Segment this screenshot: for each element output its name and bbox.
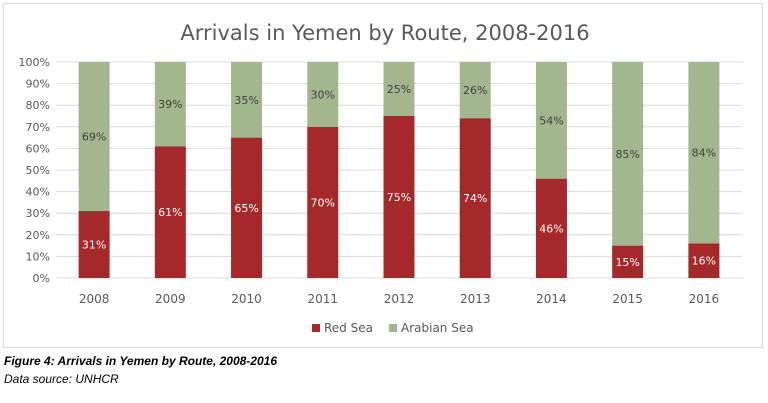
y-tick-label: 20% xyxy=(26,229,50,242)
x-tick-label: 2014 xyxy=(536,292,567,306)
legend-item-arabian-sea: Arabian Sea xyxy=(389,321,474,335)
chart-frame: Arrivals in Yemen by Route, 2008-2016 0%… xyxy=(3,3,763,348)
bar-red-sea-2016 xyxy=(688,243,720,278)
data-label-arabian-sea-2014: 54% xyxy=(539,114,563,127)
bar-red-sea-2014 xyxy=(535,178,567,278)
bar-red-sea-2012 xyxy=(383,116,415,278)
x-tick-label: 2013 xyxy=(460,292,491,306)
data-label-red-sea-2008: 31% xyxy=(82,239,106,252)
bar-arabian-sea-2011 xyxy=(307,62,339,127)
y-tick-label: 60% xyxy=(26,142,50,155)
bar-red-sea-2010 xyxy=(231,137,263,278)
x-tick-label: 2016 xyxy=(689,292,720,306)
bar-arabian-sea-2013 xyxy=(459,62,491,119)
y-tick-label: 30% xyxy=(26,207,50,220)
bar-arabian-sea-2015 xyxy=(612,62,644,246)
y-tick-label: 100% xyxy=(19,56,50,69)
data-label-red-sea-2015: 15% xyxy=(615,256,639,269)
bars xyxy=(78,62,720,278)
bar-red-sea-2008 xyxy=(78,211,110,278)
data-label-red-sea-2013: 74% xyxy=(463,192,487,205)
x-tick-label: 2010 xyxy=(231,292,262,306)
chart-title: Arrivals in Yemen by Route, 2008-2016 xyxy=(180,21,589,45)
data-label-red-sea-2014: 46% xyxy=(539,222,563,235)
stacked-bar-chart: Arrivals in Yemen by Route, 2008-2016 0%… xyxy=(19,21,742,335)
bar-arabian-sea-2009 xyxy=(154,62,186,147)
y-tick-label: 90% xyxy=(26,78,50,91)
data-label-red-sea-2011: 70% xyxy=(311,196,335,209)
data-label-arabian-sea-2008: 69% xyxy=(82,131,106,144)
data-label-arabian-sea-2015: 85% xyxy=(615,148,639,161)
y-tick-label: 0% xyxy=(33,272,50,285)
data-label-arabian-sea-2012: 25% xyxy=(387,83,411,96)
y-tick-label: 40% xyxy=(26,186,50,199)
legend-item-red-sea: Red Sea xyxy=(312,321,373,335)
x-tick-label: 2015 xyxy=(612,292,643,306)
legend-swatch xyxy=(389,324,397,332)
y-tick-label: 10% xyxy=(26,250,50,263)
data-source-caption: Data source: UNHCR xyxy=(4,372,119,386)
bar-arabian-sea-2016 xyxy=(688,62,720,244)
bar-arabian-sea-2012 xyxy=(383,62,415,116)
legend-label: Red Sea xyxy=(324,321,373,335)
bar-red-sea-2009 xyxy=(154,146,186,278)
data-label-arabian-sea-2009: 39% xyxy=(158,98,182,111)
data-label-red-sea-2009: 61% xyxy=(158,206,182,219)
figure-caption: Figure 4: Arrivals in Yemen by Route, 20… xyxy=(4,354,277,368)
x-tick-label: 2008 xyxy=(79,292,110,306)
bar-arabian-sea-2010 xyxy=(231,62,263,138)
legend-label: Arabian Sea xyxy=(401,321,474,335)
bar-arabian-sea-2014 xyxy=(535,62,567,179)
bar-red-sea-2011 xyxy=(307,126,339,278)
bar-arabian-sea-2008 xyxy=(78,62,110,212)
data-label-red-sea-2016: 16% xyxy=(692,255,716,268)
legend: Red Sea Arabian Sea xyxy=(312,321,474,335)
data-label-arabian-sea-2010: 35% xyxy=(234,94,258,107)
legend-swatch xyxy=(312,324,320,332)
data-label-arabian-sea-2013: 26% xyxy=(463,84,487,97)
data-label-arabian-sea-2011: 30% xyxy=(311,88,335,101)
x-tick-label: 2011 xyxy=(308,292,339,306)
data-labels: 31% 69% 61% 39% 65% 35% 70% 30% 75% 25% 74% 26% 46% 5… xyxy=(82,83,716,269)
x-tick-label: 2009 xyxy=(155,292,186,306)
data-label-red-sea-2010: 65% xyxy=(234,202,258,215)
bar-red-sea-2015 xyxy=(612,245,644,278)
x-axis-ticks: 2008 2009 2010 2011 2012 2013 2014 2015 2016 xyxy=(79,292,719,306)
x-tick-label: 2012 xyxy=(384,292,415,306)
y-axis-ticks: 0% 10% 20% 30% 40% 50% 60% 70% 80% 90% 100% xyxy=(19,56,50,285)
y-tick-label: 50% xyxy=(26,164,50,177)
y-tick-label: 70% xyxy=(26,121,50,134)
bar-red-sea-2013 xyxy=(459,118,491,278)
data-label-arabian-sea-2016: 84% xyxy=(692,147,716,160)
y-tick-label: 80% xyxy=(26,99,50,112)
data-label-red-sea-2012: 75% xyxy=(387,191,411,204)
